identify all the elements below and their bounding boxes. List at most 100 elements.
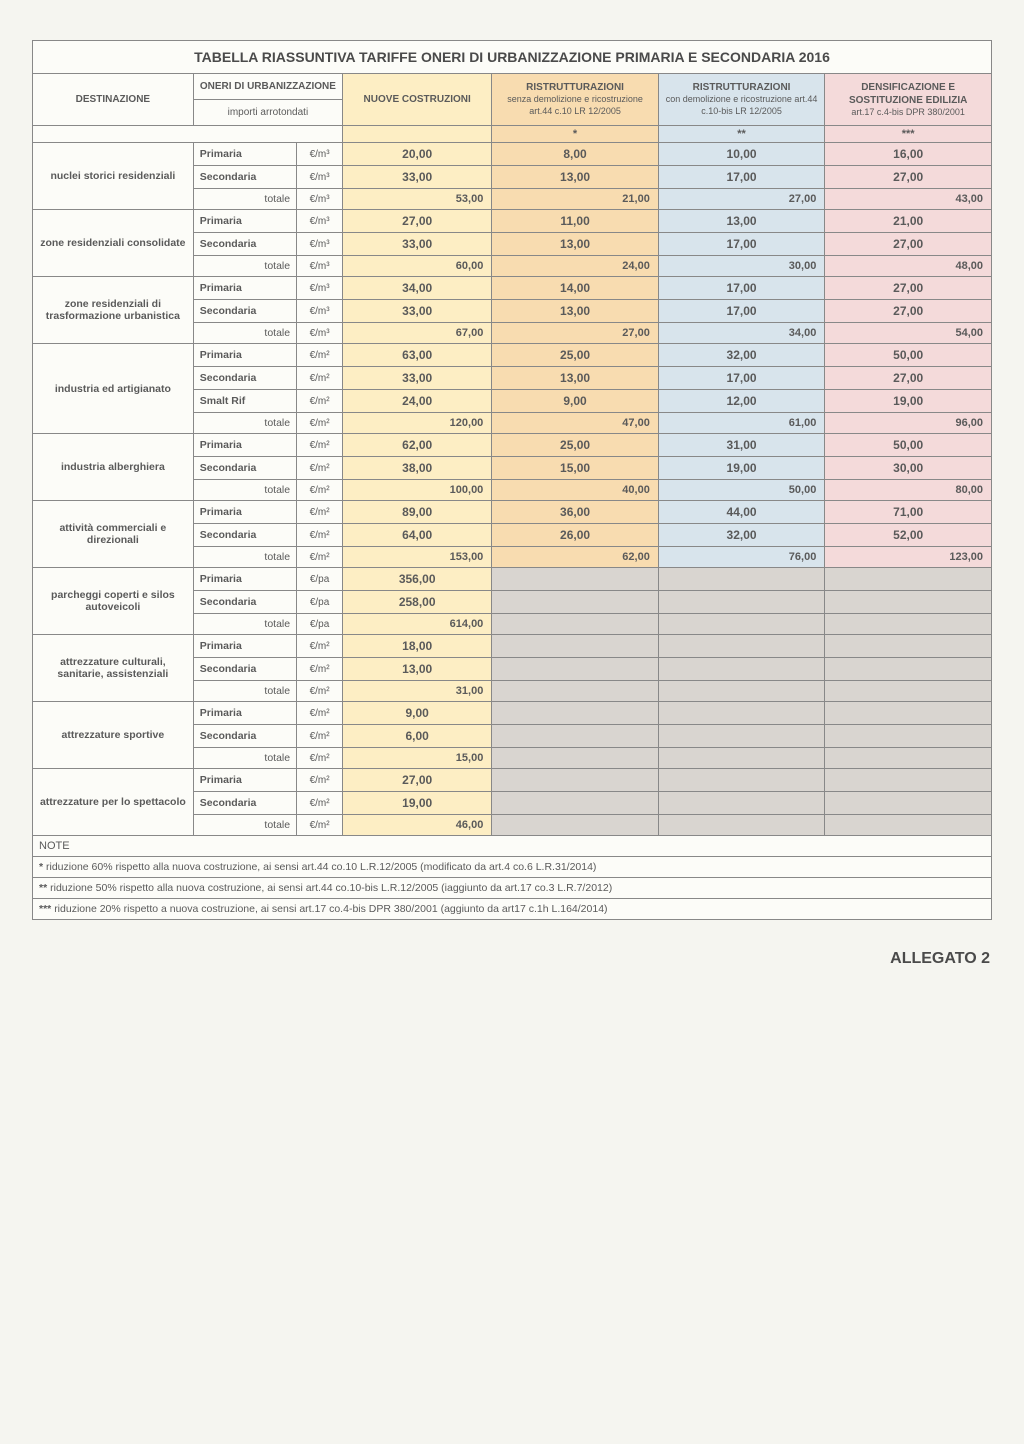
value-cell: 63,00 [343, 344, 492, 367]
value-cell: 25,00 [492, 344, 659, 367]
unit-cell: €/m² [297, 434, 343, 457]
row-label: Primaria [193, 210, 296, 233]
value-cell [825, 681, 992, 702]
value-cell [825, 568, 992, 591]
row-label: Secondaria [193, 233, 296, 256]
unit-cell: €/pa [297, 568, 343, 591]
value-cell: 33,00 [343, 166, 492, 189]
value-cell [825, 591, 992, 614]
value-cell: 27,00 [825, 277, 992, 300]
dest-cell: nuclei storici residenziali [33, 143, 194, 210]
value-cell: 32,00 [658, 344, 825, 367]
note-2: ** riduzione 50% rispetto alla nuova cos… [33, 878, 992, 899]
value-cell [658, 658, 825, 681]
value-cell: 17,00 [658, 300, 825, 323]
value-cell: 614,00 [343, 614, 492, 635]
unit-cell: €/m³ [297, 233, 343, 256]
value-cell [825, 769, 992, 792]
value-cell [825, 658, 992, 681]
value-cell [658, 792, 825, 815]
table-row: industria alberghieraPrimaria€/m²62,0025… [33, 434, 992, 457]
unit-cell: €/m² [297, 725, 343, 748]
unit-cell: €/m² [297, 681, 343, 702]
value-cell: 47,00 [492, 413, 659, 434]
value-cell [492, 748, 659, 769]
unit-cell: €/m³ [297, 143, 343, 166]
row-label: Smalt Rif [193, 390, 296, 413]
value-cell: 38,00 [343, 457, 492, 480]
unit-cell: €/m³ [297, 189, 343, 210]
value-cell: 26,00 [492, 524, 659, 547]
value-cell: 27,00 [343, 769, 492, 792]
value-cell: 10,00 [658, 143, 825, 166]
dest-cell: zone residenziali di trasformazione urba… [33, 277, 194, 344]
value-cell [492, 725, 659, 748]
table-row: attrezzature sportivePrimaria€/m²9,00 [33, 702, 992, 725]
hdr-dest: DESTINAZIONE [33, 74, 194, 126]
value-cell [492, 658, 659, 681]
value-cell: 76,00 [658, 547, 825, 568]
value-cell [658, 769, 825, 792]
value-cell: 27,00 [825, 300, 992, 323]
row-label: totale [193, 614, 296, 635]
table-row: attrezzature culturali, sanitarie, assis… [33, 635, 992, 658]
hdr-dens: DENSIFICAZIONE E SOSTITUZIONE EDILIZIA a… [825, 74, 992, 126]
value-cell: 52,00 [825, 524, 992, 547]
dest-cell: attività commerciali e direzionali [33, 501, 194, 568]
row-label: totale [193, 547, 296, 568]
row-label: Secondaria [193, 457, 296, 480]
row-label: Secondaria [193, 792, 296, 815]
value-cell: 50,00 [825, 434, 992, 457]
value-cell: 40,00 [492, 480, 659, 501]
row-label: Secondaria [193, 300, 296, 323]
value-cell: 13,00 [492, 300, 659, 323]
value-cell: 258,00 [343, 591, 492, 614]
value-cell: 44,00 [658, 501, 825, 524]
unit-cell: €/m² [297, 769, 343, 792]
value-cell: 153,00 [343, 547, 492, 568]
unit-cell: €/m² [297, 547, 343, 568]
value-cell [658, 591, 825, 614]
allegato-label: ALLEGATO 2 [30, 950, 1024, 968]
row-label: Primaria [193, 769, 296, 792]
dest-cell: attrezzature per lo spettacolo [33, 769, 194, 836]
value-cell [825, 815, 992, 836]
star1: * [492, 126, 659, 143]
row-label: Primaria [193, 702, 296, 725]
value-cell: 33,00 [343, 367, 492, 390]
table-row: parcheggi coperti e silos autoveicoliPri… [33, 568, 992, 591]
value-cell: 17,00 [658, 367, 825, 390]
value-cell: 24,00 [343, 390, 492, 413]
value-cell: 30,00 [825, 457, 992, 480]
star3: *** [825, 126, 992, 143]
unit-cell: €/m³ [297, 256, 343, 277]
row-label: Secondaria [193, 658, 296, 681]
star2: ** [658, 126, 825, 143]
value-cell [492, 769, 659, 792]
value-cell: 8,00 [492, 143, 659, 166]
value-cell: 27,00 [825, 233, 992, 256]
notes-header: NOTE [33, 836, 992, 857]
row-label: Primaria [193, 277, 296, 300]
value-cell [658, 635, 825, 658]
unit-cell: €/m² [297, 344, 343, 367]
unit-cell: €/pa [297, 614, 343, 635]
value-cell [492, 702, 659, 725]
value-cell: 13,00 [343, 658, 492, 681]
unit-cell: €/m³ [297, 300, 343, 323]
hdr-ristr1: RISTRUTTURAZIONI senza demolizione e ric… [492, 74, 659, 126]
value-cell: 123,00 [825, 547, 992, 568]
value-cell: 16,00 [825, 143, 992, 166]
row-label: totale [193, 480, 296, 501]
unit-cell: €/m² [297, 501, 343, 524]
row-label: Secondaria [193, 725, 296, 748]
value-cell: 9,00 [492, 390, 659, 413]
value-cell: 89,00 [343, 501, 492, 524]
value-cell: 17,00 [658, 166, 825, 189]
dest-cell: industria alberghiera [33, 434, 194, 501]
unit-cell: €/m² [297, 792, 343, 815]
row-label: Secondaria [193, 524, 296, 547]
value-cell: 27,00 [825, 166, 992, 189]
row-label: Primaria [193, 434, 296, 457]
row-label: Primaria [193, 501, 296, 524]
